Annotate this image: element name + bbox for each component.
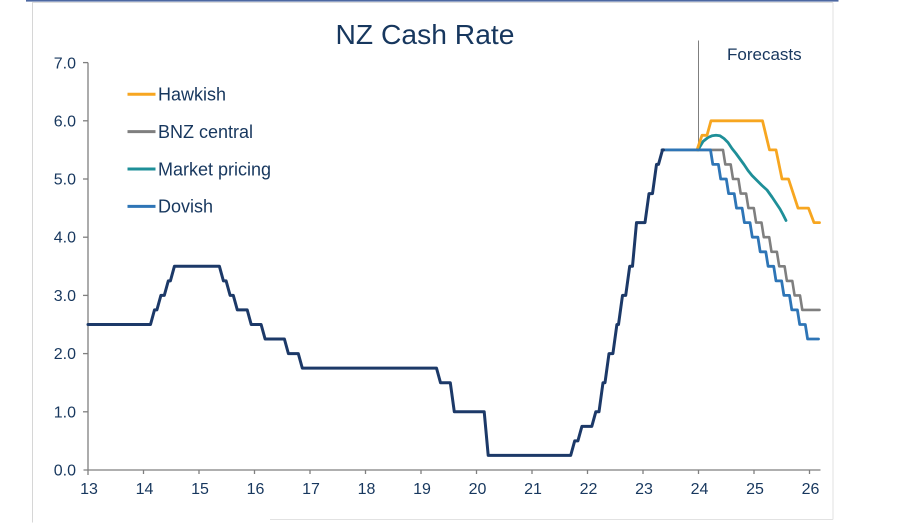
svg-text:5.0: 5.0: [54, 172, 76, 189]
svg-text:Dovish: Dovish: [158, 197, 213, 217]
svg-text:19: 19: [413, 481, 431, 498]
svg-text:6.0: 6.0: [54, 113, 76, 130]
svg-text:18: 18: [358, 481, 376, 498]
svg-text:Market pricing: Market pricing: [158, 159, 271, 179]
svg-text:Forecasts: Forecasts: [727, 45, 802, 64]
svg-text:1.0: 1.0: [54, 404, 76, 421]
svg-text:22: 22: [580, 481, 598, 498]
svg-text:14: 14: [136, 481, 154, 498]
svg-text:4.0: 4.0: [54, 230, 76, 247]
svg-text:13: 13: [80, 481, 98, 498]
svg-text:21: 21: [524, 481, 542, 498]
svg-text:0.0: 0.0: [54, 463, 76, 480]
svg-text:25: 25: [746, 481, 764, 498]
svg-text:15: 15: [191, 481, 209, 498]
svg-text:16: 16: [247, 481, 265, 498]
svg-text:26: 26: [802, 481, 820, 498]
svg-text:17: 17: [302, 481, 320, 498]
svg-text:Hawkish: Hawkish: [158, 85, 226, 105]
svg-text:2.0: 2.0: [54, 346, 76, 363]
svg-text:NZ Cash Rate: NZ Cash Rate: [336, 19, 515, 50]
svg-text:7.0: 7.0: [54, 55, 76, 72]
svg-text:23: 23: [635, 481, 653, 498]
svg-text:3.0: 3.0: [54, 288, 76, 305]
svg-text:20: 20: [469, 481, 487, 498]
svg-text:BNZ central: BNZ central: [158, 122, 253, 142]
svg-text:24: 24: [691, 481, 709, 498]
